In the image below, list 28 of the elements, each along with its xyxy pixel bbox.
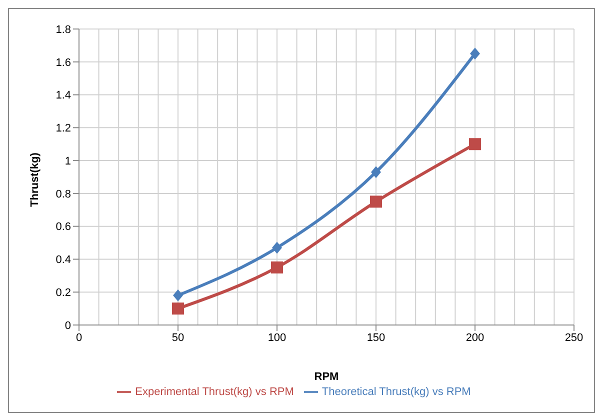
point (272, 242, 282, 254)
legend-label: Theoretical Thrust(kg) vs RPM (322, 386, 471, 398)
x-tick-label: 50 (172, 332, 184, 344)
point (469, 138, 481, 150)
x-tick-label: 150 (366, 332, 386, 344)
y-tick-label: 0.4 (56, 254, 71, 266)
y-tick-label: 0.6 (56, 221, 71, 234)
point (370, 196, 382, 208)
x-tick-label: 0 (76, 332, 82, 344)
x-tick-label: 200 (466, 332, 484, 344)
y-tick-label: 0.8 (56, 188, 71, 200)
y-tick-label: 0 (64, 320, 71, 332)
x-tick-label: 250 (564, 332, 584, 344)
y-tick-label: 0.2 (56, 287, 71, 300)
point (470, 48, 480, 60)
point (371, 166, 381, 178)
y-tick-label: 1.8 (56, 24, 71, 36)
point (172, 302, 184, 315)
y-axis-title: Thrust(kg) (28, 152, 41, 207)
point (173, 289, 183, 302)
y-tick-label: 1.4 (56, 90, 71, 102)
y-tick-label: 1.6 (56, 56, 71, 69)
y-tick-label: 1.2 (56, 122, 71, 135)
legend-label: Experimental Thrust(kg) vs RPM (135, 386, 294, 398)
y-tick-label: 1 (64, 155, 71, 168)
point (271, 261, 283, 274)
x-axis-title: RPM (314, 371, 339, 383)
x-tick-label: 100 (268, 332, 286, 344)
